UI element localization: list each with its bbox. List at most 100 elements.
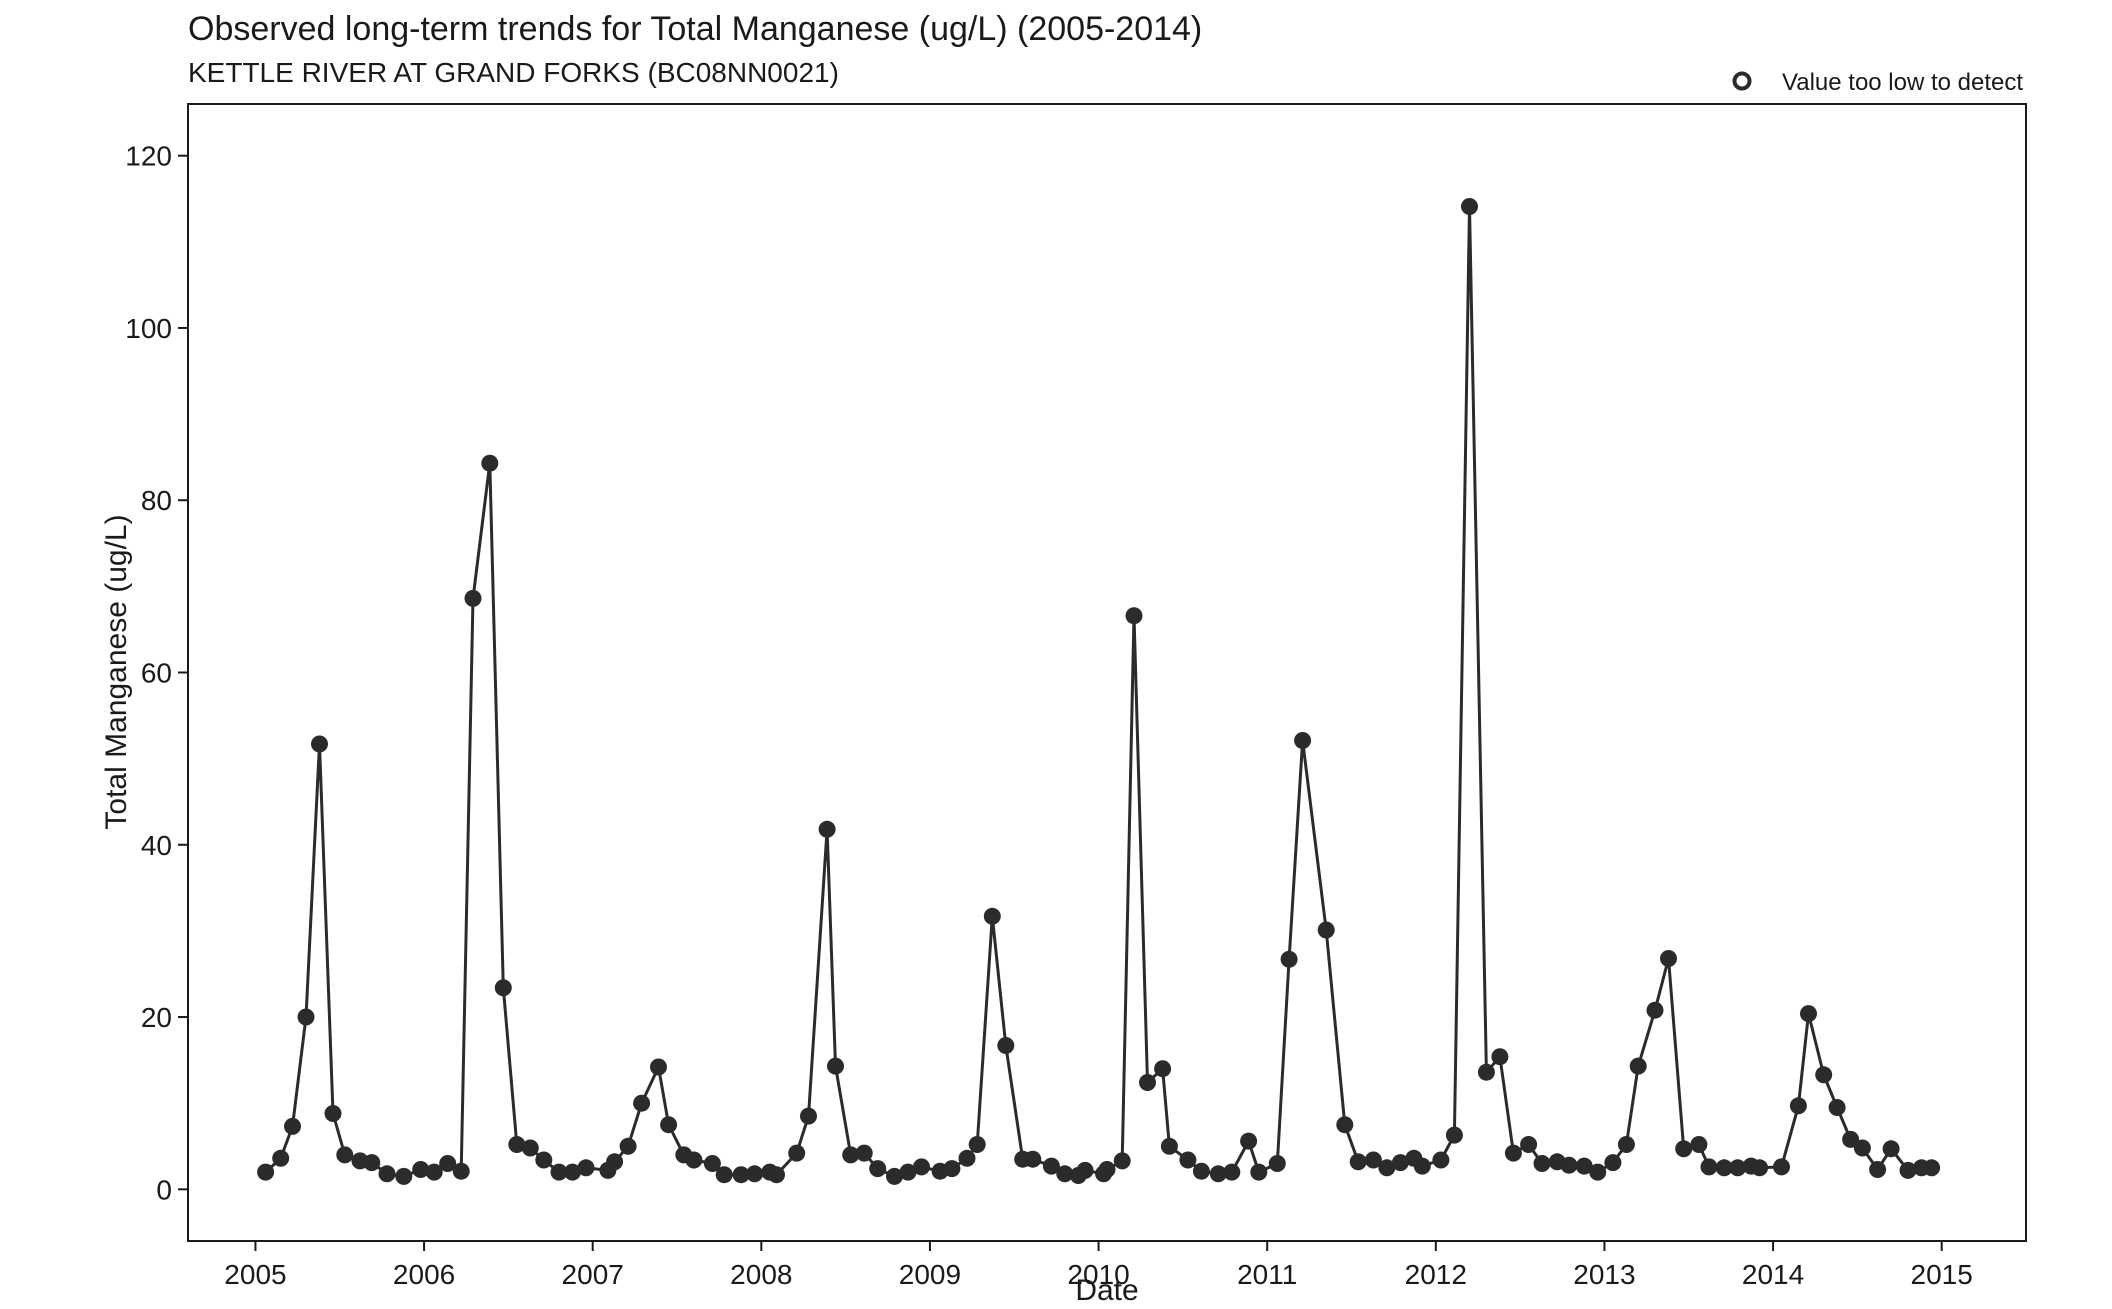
- data-point: [1660, 950, 1677, 967]
- data-point: [1179, 1151, 1197, 1169]
- y-axis-label: Total Manganese (ug/L): [100, 514, 133, 829]
- x-tick-label: 2011: [1237, 1259, 1297, 1290]
- y-tick-label: 80: [141, 485, 172, 516]
- data-point: [272, 1149, 290, 1167]
- data-point: [1042, 1157, 1060, 1175]
- data-point: [378, 1165, 396, 1183]
- data-point: [650, 1058, 667, 1076]
- y-tick-label: 40: [141, 830, 172, 861]
- data-point: [768, 1166, 785, 1184]
- y-tick-label: 0: [156, 1174, 172, 1205]
- data-point: [1349, 1153, 1367, 1171]
- data-point: [452, 1162, 470, 1180]
- data-point: [425, 1163, 443, 1181]
- data-point: [1560, 1156, 1578, 1174]
- data-point: [886, 1167, 903, 1185]
- y-tick-label: 120: [125, 141, 172, 172]
- data-point: [1604, 1154, 1622, 1172]
- x-tick-label: 2009: [899, 1259, 961, 1290]
- data-point: [1646, 1001, 1664, 1019]
- data-point: [983, 907, 1001, 925]
- data-point: [1240, 1132, 1258, 1150]
- data-point: [439, 1155, 457, 1172]
- data-point: [1098, 1161, 1116, 1178]
- data-point: [660, 1116, 678, 1134]
- data-point: [943, 1160, 961, 1178]
- data-point: [913, 1158, 930, 1176]
- data-point: [464, 589, 482, 607]
- x-tick-label: 2006: [393, 1259, 455, 1290]
- data-point: [958, 1149, 976, 1167]
- data-point: [1024, 1150, 1042, 1168]
- x-tick-label: 2014: [1742, 1259, 1804, 1290]
- data-point: [1789, 1097, 1807, 1115]
- data-point: [968, 1136, 986, 1153]
- x-tick-label: 2015: [1911, 1259, 1973, 1290]
- data-point: [685, 1151, 703, 1169]
- data-point: [1828, 1099, 1846, 1116]
- data-point: [1280, 950, 1298, 968]
- x-tick-label: 2013: [1573, 1259, 1635, 1290]
- data-point: [855, 1144, 873, 1162]
- data-point: [1800, 1005, 1817, 1023]
- data-point: [1250, 1163, 1268, 1181]
- data-point: [1378, 1159, 1396, 1177]
- data-point: [842, 1146, 860, 1164]
- data-point: [363, 1154, 381, 1172]
- x-tick-label: 2005: [224, 1259, 286, 1290]
- data-point: [818, 820, 836, 838]
- data-point: [535, 1151, 553, 1169]
- data-point: [606, 1153, 624, 1171]
- data-point: [1869, 1161, 1887, 1178]
- data-point: [1504, 1144, 1522, 1162]
- x-axis: 2005 2006 2007 2008 2009 2010 2011 2012 2013 2014…: [224, 1241, 1973, 1290]
- data-point: [1461, 198, 1478, 215]
- data-point: [800, 1107, 817, 1125]
- data-point: [508, 1136, 526, 1153]
- data-point: [788, 1144, 806, 1162]
- data-point: [1076, 1161, 1094, 1179]
- x-tick-label: 2010: [1067, 1259, 1129, 1290]
- data-point: [1729, 1159, 1747, 1177]
- data-point: [1391, 1154, 1409, 1172]
- data-point: [703, 1155, 721, 1172]
- chart-title: Observed long-term trends for Total Mang…: [188, 10, 1202, 48]
- data-point: [284, 1117, 301, 1135]
- data-point: [257, 1163, 275, 1181]
- data-point: [1882, 1140, 1900, 1158]
- data-point: [1154, 1060, 1172, 1078]
- data-point: [1413, 1157, 1431, 1175]
- data-point: [564, 1163, 581, 1181]
- x-tick-label: 2008: [730, 1259, 792, 1290]
- y-tick-label: 20: [141, 1002, 172, 1033]
- data-point: [746, 1165, 764, 1183]
- data-point: [619, 1137, 637, 1155]
- data-point: [1491, 1048, 1509, 1066]
- legend-marker: [1732, 71, 1752, 91]
- data-point: [1690, 1136, 1708, 1153]
- data-point: [1192, 1162, 1210, 1180]
- data-point: [1445, 1126, 1463, 1144]
- data-point: [1715, 1159, 1733, 1177]
- series-line: [264, 205, 1932, 1178]
- data-point: [494, 979, 512, 997]
- data-point: [1209, 1165, 1227, 1183]
- data-point: [1223, 1163, 1241, 1181]
- data-point: [1317, 921, 1335, 939]
- data-point: [481, 454, 499, 472]
- data-point: [997, 1037, 1015, 1054]
- data-point: [1364, 1151, 1382, 1169]
- chart-subtitle: KETTLE RIVER AT GRAND FORKS (BC08NN0021): [188, 57, 839, 88]
- data-point: [1815, 1066, 1833, 1084]
- data-point: [1842, 1130, 1860, 1148]
- data-point: [336, 1146, 354, 1164]
- x-tick-label: 2012: [1405, 1259, 1467, 1290]
- data-point: [1520, 1136, 1538, 1153]
- data-point: [1268, 1155, 1286, 1172]
- x-tick-label: 2007: [562, 1259, 624, 1290]
- data-point: [412, 1161, 430, 1178]
- y-tick-label: 60: [141, 658, 172, 689]
- data-point: [899, 1163, 917, 1181]
- data-point: [1700, 1158, 1718, 1176]
